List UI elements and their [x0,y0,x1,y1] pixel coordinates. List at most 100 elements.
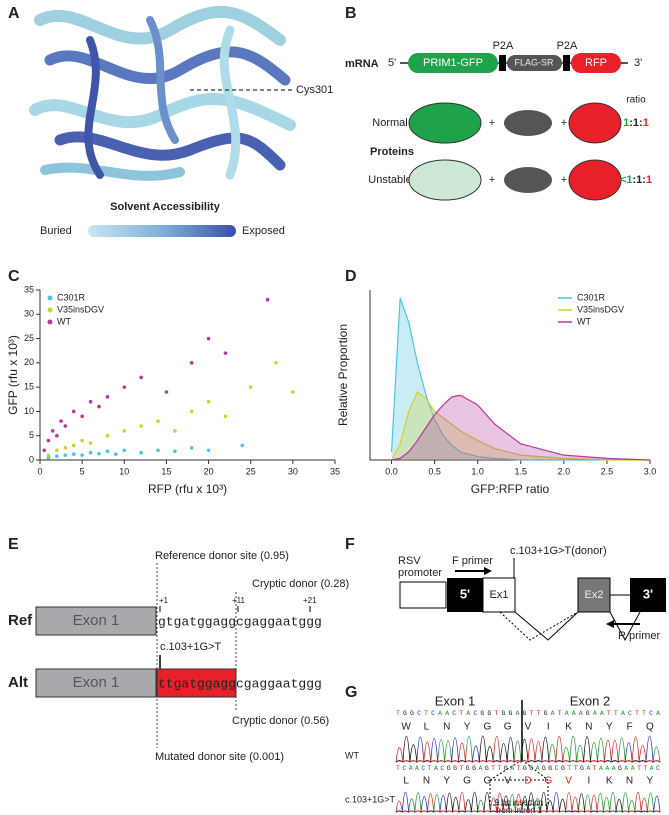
x-tick-label: 1.0 [471,466,484,476]
area [391,392,650,460]
point [71,452,76,456]
protein [408,102,482,144]
gene-label: FLAG-SR [514,57,554,67]
plus: + [561,174,567,186]
base: C [628,710,632,717]
point [80,438,84,443]
amino-acid: G [463,776,471,787]
mrna-label: mRNA [345,58,379,70]
panel-label: D [345,268,357,285]
x-tick-label: 2.0 [558,466,571,476]
ratio: 1:1:1 [623,117,649,129]
amino-acid: N [443,722,450,733]
amino-acid: Y [443,776,450,787]
base: T [637,765,641,772]
point [42,448,47,453]
amino-acid: G [504,722,512,733]
scale-title: Solvent Accessibility [110,201,221,213]
area [391,395,650,460]
promoter-label: RSV [398,555,421,567]
y-tick-label: 15 [24,382,34,392]
sequence: ttgatggagg [158,676,236,691]
base: A [600,710,604,717]
three-prime: 3' [634,57,642,69]
splice-line [514,611,641,642]
legend-label: WT [57,316,71,326]
y-tick-label: 5 [29,430,34,440]
site-label: Mutated donor site (0.001) [155,751,284,763]
site-label: Cryptic donor (0.28) [252,578,349,590]
point [55,448,59,453]
base: T [642,710,646,717]
base: T [593,765,597,772]
amino-acid: D [524,776,531,787]
primer-label: R primer [618,630,661,642]
base: A [510,765,514,772]
point [88,399,93,404]
base: G [542,765,546,772]
ratio: <1:1:1 [620,174,652,186]
base: T [459,710,463,717]
base: A [438,710,442,717]
gene-box [571,53,621,73]
point [105,433,110,438]
amino-acid: N [423,776,430,787]
base: T [635,710,639,717]
base: A [445,710,449,717]
sequence: cgaggaatggg [236,614,322,629]
linker-label: P2A [493,40,514,52]
linker-box [499,55,506,71]
exon-label: Exon 1 [73,612,120,629]
amino-acid: F [626,722,632,733]
legend-swatch [47,295,53,301]
point [173,429,177,433]
point [105,449,110,454]
x-tick-label: 25 [246,466,256,476]
exon-box [35,606,157,636]
x-tick-label: 35 [330,466,340,476]
annotation: Cys301 [296,84,333,96]
amino-acid: N [585,722,592,733]
protein [408,159,482,201]
ratio-header: ratio [626,95,646,106]
ratio-part: <1 [620,174,633,186]
exon-extension [156,668,237,698]
x-tick-label: 3.0 [644,466,657,476]
x-tick-label: 10 [119,466,129,476]
line [391,394,651,461]
point [164,390,169,394]
five-prime: 5' [388,57,396,69]
protein [504,110,552,136]
point [223,414,228,419]
insertion-box [489,779,549,806]
base: G [472,765,476,772]
amino-acid: V [504,776,511,787]
base: G [403,710,407,717]
base: G [580,765,584,772]
insertion-label: 9 bp insertion [495,798,543,807]
amino-acid: K [565,722,572,733]
plus: + [489,174,495,186]
panel-label: C [8,268,20,285]
base: A [631,765,635,772]
base: G [487,710,491,717]
point [80,453,84,457]
x-tick-label: 0.0 [385,466,398,476]
point [206,448,211,453]
point [63,446,68,450]
base: A [572,710,576,717]
x-axis-label: RFP (rfu x 10³) [148,482,227,496]
amino-acid: Y [606,722,613,733]
y-tick-label: 30 [24,309,34,319]
base: G [453,765,457,772]
base: T [498,765,502,772]
base: C [473,710,477,717]
exon-label: Ex2 [585,589,604,601]
legend-label: V35insDGV [577,304,624,314]
linker-label: P2A [557,40,578,52]
base: T [614,710,618,717]
base: T [491,765,495,772]
amino-acid: K [606,776,613,787]
proteins-label: Proteins [370,146,414,158]
amino-acid: G [483,722,491,733]
